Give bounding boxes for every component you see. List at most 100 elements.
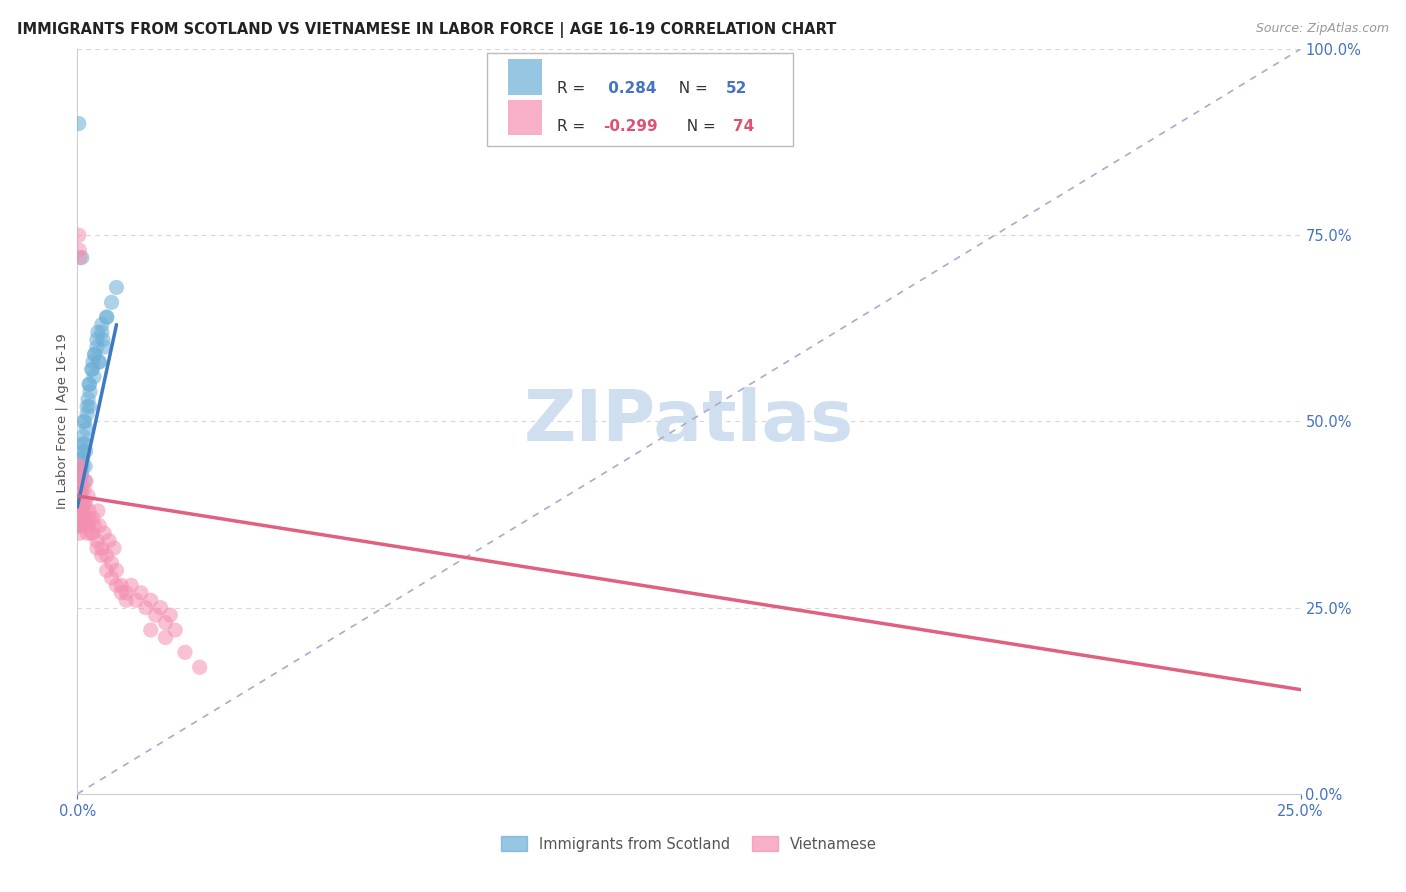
Point (72, 444, 94, 458)
Point (135, 600, 157, 615)
Point (90, 325, 112, 339)
Point (188, 660, 211, 674)
Point (79, 400, 101, 414)
Point (67, 474, 90, 488)
Point (89, 355, 111, 369)
Point (86, 541, 108, 555)
Point (69, 504, 91, 518)
Point (110, 578, 132, 592)
Point (89, 518, 111, 533)
Point (69, 467, 91, 481)
Point (77, 377, 100, 392)
Point (72, 429, 94, 443)
Point (69, 482, 91, 496)
Legend: Immigrants from Scotland, Vietnamese: Immigrants from Scotland, Vietnamese (495, 830, 883, 857)
Point (115, 593, 138, 607)
Point (139, 623, 162, 637)
Text: IMMIGRANTS FROM SCOTLAND VS VIETNAMESE IN LABOR FORCE | AGE 16-19 CORRELATION CH: IMMIGRANTS FROM SCOTLAND VS VIETNAMESE I… (17, 22, 837, 38)
Point (75, 474, 97, 488)
Point (67, 489, 90, 503)
Point (69, 526, 91, 541)
Point (67, 504, 90, 518)
Point (75, 444, 97, 458)
Point (96, 310, 118, 325)
Point (91, 333, 114, 347)
Point (87, 355, 110, 369)
Point (69, 489, 91, 503)
Point (86, 340, 108, 354)
Point (90, 318, 112, 332)
Point (100, 295, 122, 310)
Y-axis label: In Labor Force | Age 16-19: In Labor Force | Age 16-19 (56, 334, 69, 509)
Point (73, 496, 96, 510)
Text: -0.299: -0.299 (603, 120, 658, 134)
Text: 74: 74 (733, 120, 754, 134)
Text: R =: R = (557, 80, 591, 95)
Point (76, 526, 98, 541)
Bar (508, 100, 543, 136)
Point (83, 518, 105, 533)
Point (73, 437, 96, 451)
FancyBboxPatch shape (486, 53, 793, 146)
Point (76, 518, 98, 533)
Point (93, 340, 115, 354)
Point (69, 459, 91, 474)
Point (96, 549, 118, 563)
Point (174, 645, 197, 659)
Point (159, 608, 181, 623)
Point (67, 511, 90, 525)
Point (70, 467, 93, 481)
Point (77, 392, 100, 406)
Point (70, 496, 93, 510)
Point (105, 578, 128, 592)
Point (87, 504, 110, 518)
Point (73, 414, 96, 429)
Point (76, 400, 98, 414)
Point (93, 526, 115, 541)
Point (70, 251, 93, 265)
Point (72, 504, 94, 518)
Point (69, 474, 91, 488)
Point (145, 608, 167, 623)
Point (73, 414, 96, 429)
Point (69, 511, 91, 525)
Point (110, 586, 132, 600)
Point (69, 251, 91, 265)
Point (70, 467, 93, 481)
Point (67, 504, 90, 518)
Point (79, 384, 101, 399)
Point (79, 511, 101, 525)
Text: N =: N = (669, 80, 713, 95)
Point (120, 578, 142, 592)
Point (70, 518, 93, 533)
Point (90, 541, 112, 555)
Point (70, 504, 93, 518)
Point (155, 631, 177, 645)
Point (70, 459, 93, 474)
Point (69, 489, 91, 503)
Text: 52: 52 (725, 80, 747, 95)
Point (77, 504, 100, 518)
Point (84, 347, 107, 361)
Point (70, 451, 93, 466)
Point (70, 451, 93, 466)
Point (155, 615, 177, 630)
Text: R =: R = (557, 120, 591, 134)
Point (69, 474, 91, 488)
Point (96, 564, 118, 578)
Point (69, 504, 91, 518)
Point (100, 571, 122, 585)
Point (105, 280, 128, 294)
Point (80, 526, 103, 541)
Point (96, 310, 118, 325)
Text: 0.284: 0.284 (603, 80, 657, 95)
Point (165, 623, 187, 637)
Point (86, 333, 108, 347)
Point (103, 541, 125, 555)
Point (83, 347, 105, 361)
Point (125, 593, 148, 607)
Point (67, 489, 90, 503)
Point (105, 564, 128, 578)
Point (82, 355, 104, 369)
Point (72, 437, 94, 451)
